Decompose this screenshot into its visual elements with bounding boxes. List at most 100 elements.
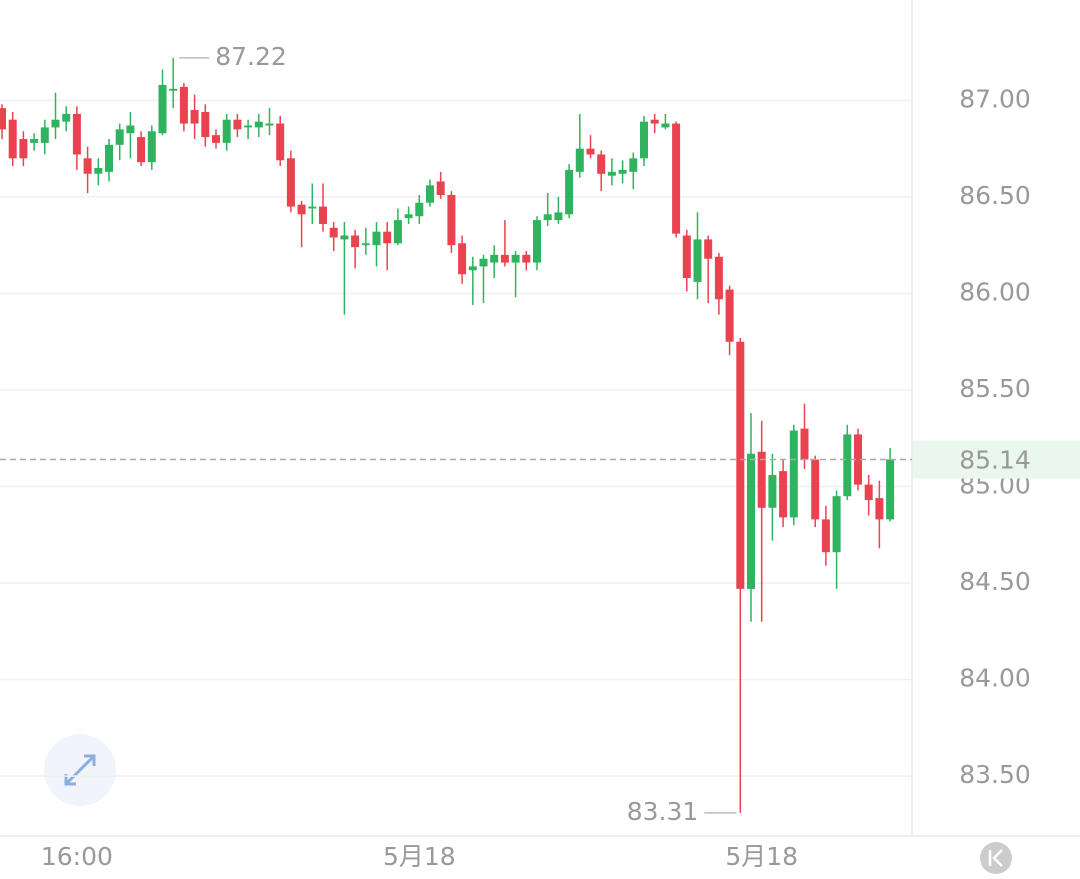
- high-label: 87.22: [215, 42, 287, 71]
- candle-body: [747, 453, 755, 589]
- candle-body: [308, 206, 317, 209]
- candle-body: [0, 108, 6, 130]
- candle-body: [886, 459, 895, 520]
- x-tick-label: 5月18: [725, 842, 798, 871]
- candle-body: [265, 123, 274, 126]
- candle-body: [640, 121, 648, 159]
- candle-body: [725, 289, 734, 342]
- low-label: 83.31: [627, 797, 699, 826]
- candle-body: [393, 220, 402, 244]
- candle-body: [447, 195, 456, 246]
- candle-body: [565, 169, 574, 215]
- candle-body: [190, 110, 199, 124]
- candle-body: [693, 239, 702, 282]
- candle-body: [672, 123, 681, 234]
- candle-body: [789, 430, 798, 518]
- candle-body: [843, 434, 852, 497]
- candle-body: [468, 266, 477, 271]
- y-tick-label: 83.50: [959, 760, 1031, 789]
- candle-body: [779, 471, 788, 518]
- candle-body: [554, 212, 563, 221]
- candle-body: [714, 256, 723, 300]
- y-tick-label: 86.50: [959, 181, 1031, 210]
- y-tick-label: 84.00: [959, 664, 1031, 693]
- candle-body: [137, 137, 146, 163]
- candle-body: [875, 498, 884, 520]
- candle-body: [254, 121, 263, 128]
- candle-body: [768, 474, 777, 508]
- candle-body: [415, 202, 424, 217]
- candle-body: [8, 119, 17, 159]
- candle-body: [479, 258, 488, 267]
- candle-body: [212, 135, 220, 143]
- candle-body: [811, 459, 820, 520]
- candle-body: [233, 119, 242, 130]
- candle-body: [372, 231, 381, 246]
- candle-body: [426, 185, 434, 203]
- candle-body: [854, 434, 862, 485]
- candle-body: [383, 231, 392, 244]
- candle-body: [297, 204, 306, 215]
- candle-body: [490, 254, 499, 263]
- x-tick-label: 16:00: [41, 842, 113, 871]
- candle-body: [533, 220, 541, 263]
- back-to-latest-button[interactable]: [980, 842, 1012, 874]
- candle-body: [682, 235, 691, 279]
- candle-body: [351, 235, 360, 248]
- candle-body: [276, 123, 285, 161]
- candle-body: [607, 171, 616, 176]
- candle-body: [436, 181, 445, 196]
- candle-body: [832, 496, 841, 553]
- candle-body: [864, 484, 873, 501]
- candle-body: [19, 139, 28, 159]
- candle-body: [650, 119, 659, 124]
- candle-body: [179, 86, 188, 124]
- candle-body: [661, 123, 670, 128]
- candle-body: [543, 214, 552, 221]
- candle-body: [800, 428, 809, 460]
- candle-body: [147, 131, 156, 163]
- candle-body: [522, 254, 531, 263]
- candle-body: [169, 88, 178, 91]
- candle-body: [500, 254, 509, 263]
- candle-body: [201, 111, 210, 138]
- candle-body: [404, 214, 413, 219]
- candle-body: [361, 243, 370, 246]
- candle-body: [222, 119, 231, 143]
- candle-body: [83, 158, 92, 174]
- candle-body: [62, 113, 71, 122]
- candle-body: [126, 125, 135, 134]
- candle-body: [51, 119, 60, 128]
- y-tick-label: 86.00: [959, 277, 1031, 306]
- last-price-label: 85.14: [959, 446, 1031, 475]
- candle-body: [736, 341, 745, 589]
- candle-body: [244, 125, 253, 128]
- candle-body: [704, 239, 713, 259]
- y-tick-label: 85.50: [959, 374, 1031, 403]
- candle-body: [340, 235, 349, 240]
- candle-body: [618, 169, 627, 174]
- last-price-badge: [913, 440, 1080, 479]
- candle-body: [821, 519, 830, 553]
- candle-body: [575, 148, 584, 172]
- candle-body: [329, 227, 338, 238]
- candle-body: [458, 243, 467, 275]
- candle-body: [94, 167, 103, 174]
- candle-body: [757, 451, 766, 508]
- y-tick-label: 87.00: [959, 84, 1031, 113]
- candle-body: [586, 148, 595, 155]
- candle-body: [40, 127, 49, 143]
- candle-body: [597, 154, 606, 174]
- y-tick-label: 84.50: [959, 567, 1031, 596]
- candle-body: [319, 206, 327, 224]
- candle-body: [115, 129, 124, 145]
- candle-body: [30, 139, 39, 143]
- candle-body: [105, 144, 113, 172]
- candle-body: [629, 158, 638, 172]
- candle-body: [158, 84, 167, 134]
- expand-button[interactable]: [44, 734, 116, 806]
- candle-body: [72, 113, 81, 155]
- x-tick-label: 5月18: [383, 842, 456, 871]
- candle-body: [286, 158, 295, 207]
